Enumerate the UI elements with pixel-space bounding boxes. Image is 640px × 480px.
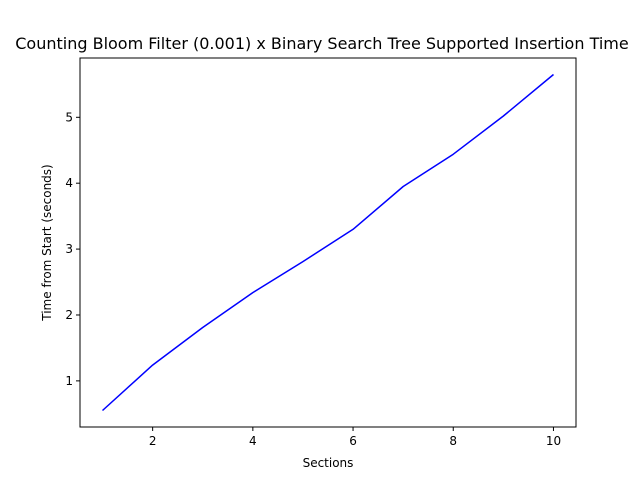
y-axis-label: Time from Start (seconds) <box>40 164 54 321</box>
x-tick-label: 8 <box>449 434 457 448</box>
y-tick-label: 2 <box>65 308 73 322</box>
y-tick-label: 1 <box>65 374 73 388</box>
x-tick-label: 4 <box>249 434 257 448</box>
plot-frame <box>79 57 577 428</box>
x-tick-label: 6 <box>349 434 357 448</box>
y-tick-label: 5 <box>65 110 73 124</box>
x-tick-label: 2 <box>149 434 157 448</box>
y-tick-label: 4 <box>65 176 73 190</box>
series-line <box>101 73 554 412</box>
x-tick-label: 10 <box>546 434 561 448</box>
x-axis-label: Sections <box>303 456 354 470</box>
chart-title: Counting Bloom Filter (0.001) x Binary S… <box>15 34 628 53</box>
y-tick-label: 3 <box>65 242 73 256</box>
